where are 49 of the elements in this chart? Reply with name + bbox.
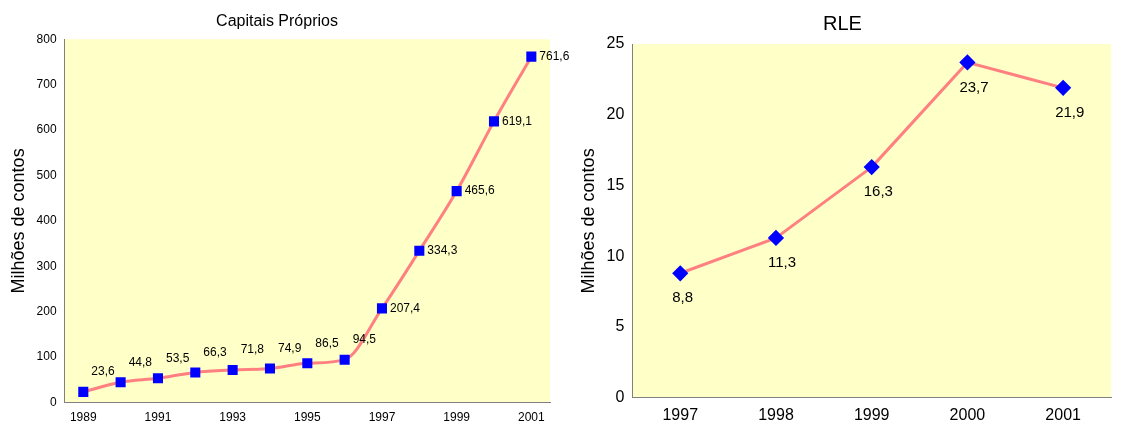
- x-tick-label: 1991: [144, 410, 172, 425]
- data-label: 66,3: [203, 344, 227, 359]
- data-label: 23,7: [959, 77, 989, 95]
- y-tick-label: 15: [606, 175, 625, 193]
- data-label: 16,3: [863, 182, 893, 200]
- chart-title: Capitais Próprios: [216, 12, 338, 30]
- y-tick-label: 400: [36, 213, 57, 228]
- x-tick-label: 1995: [293, 410, 321, 425]
- x-tick-label: 1989: [69, 410, 97, 425]
- data-label: 207,4: [389, 300, 421, 315]
- data-label: 23,6: [91, 364, 115, 379]
- y-tick-label: 600: [36, 122, 57, 137]
- x-tick-label: 2001: [1045, 405, 1082, 423]
- x-tick-label: 1997: [368, 410, 396, 425]
- y-axis-title: Milhões de contos: [7, 148, 28, 294]
- x-tick-label: 1999: [853, 405, 890, 423]
- data-label: 761,6: [539, 48, 570, 63]
- data-label: 465,6: [464, 183, 496, 198]
- data-label: 86,5: [315, 335, 339, 350]
- data-label: 44,8: [128, 354, 153, 369]
- y-tick-label: 700: [36, 76, 57, 91]
- data-label: 8,8: [672, 288, 694, 306]
- y-tick-label: 200: [36, 304, 57, 319]
- chart-title: RLE: [823, 11, 862, 34]
- data-label: 74,9: [277, 340, 302, 355]
- y-axis-title: Milhões de contos: [577, 148, 598, 294]
- y-tick-label: 0: [615, 388, 625, 406]
- data-label: 53,5: [165, 350, 190, 365]
- x-tick-label: 2001: [517, 410, 545, 425]
- data-label: 21,9: [1055, 103, 1085, 121]
- y-tick-label: 10: [606, 246, 625, 264]
- y-tick-label: 25: [606, 34, 625, 52]
- data-label: 71,8: [240, 342, 265, 357]
- x-tick-label: 2000: [949, 405, 986, 423]
- data-label: 11,3: [767, 253, 797, 271]
- data-label: 334,3: [427, 243, 458, 258]
- y-tick-label: 100: [36, 349, 57, 364]
- x-tick-label: 1998: [758, 405, 794, 423]
- x-tick-label: 1999: [443, 410, 471, 425]
- y-tick-label: 20: [606, 105, 625, 123]
- y-tick-label: 0: [49, 394, 57, 409]
- y-tick-label: 5: [615, 317, 625, 335]
- y-tick-label: 300: [36, 258, 57, 273]
- data-label: 619,1: [501, 113, 533, 128]
- x-tick-label: 1997: [662, 405, 699, 423]
- data-label: 94,5: [352, 331, 377, 346]
- y-tick-label: 800: [36, 31, 57, 46]
- y-tick-label: 500: [36, 167, 57, 182]
- x-tick-label: 1993: [219, 410, 247, 425]
